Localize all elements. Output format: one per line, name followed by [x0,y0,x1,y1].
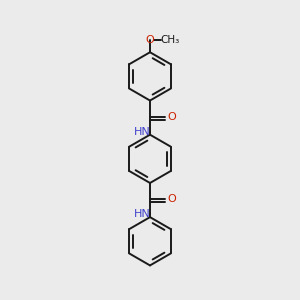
Text: O: O [167,194,176,204]
Text: CH₃: CH₃ [160,35,179,45]
Text: HN: HN [134,127,150,137]
Text: O: O [146,34,154,45]
Text: HN: HN [134,209,150,220]
Text: O: O [167,112,176,122]
